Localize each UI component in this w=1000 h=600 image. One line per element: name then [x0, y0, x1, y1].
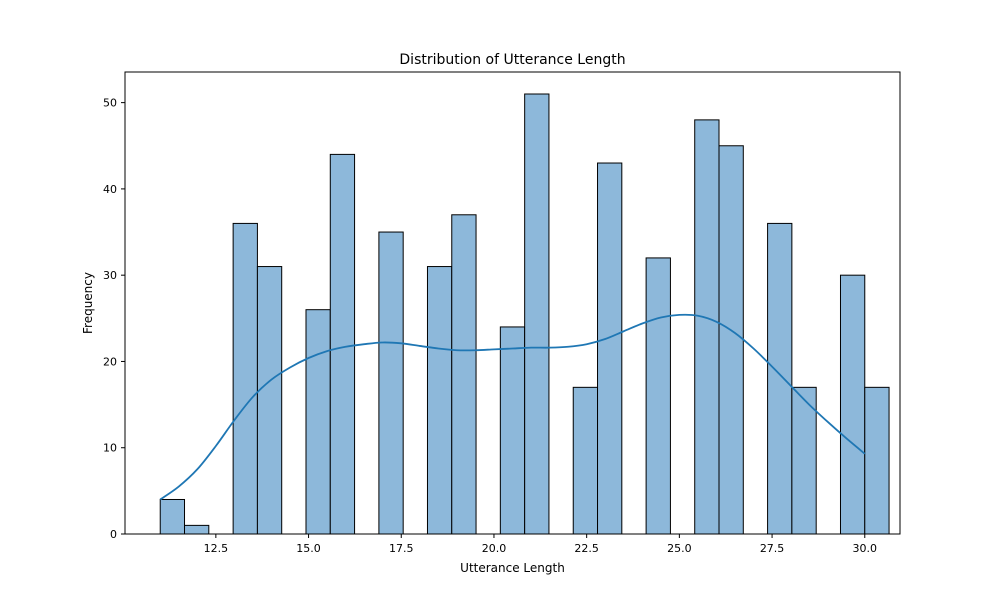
- bars-layer: [159, 93, 890, 535]
- histogram-bar-25: [767, 222, 793, 535]
- histogram-bar-14: [499, 326, 526, 535]
- y-tick-label: 50: [103, 97, 117, 110]
- histogram-bar-12: [451, 214, 477, 535]
- y-axis-ticks: 0 10 20 30 40 50: [103, 97, 125, 541]
- y-tick-label: 20: [103, 355, 117, 368]
- x-tick-label: 17.5: [389, 542, 414, 555]
- histogram-bar-23: [718, 145, 744, 535]
- histogram-bar-28: [839, 274, 866, 535]
- axes-frame: [124, 71, 901, 535]
- histogram-bar-4: [256, 266, 283, 535]
- histogram-bar-1: [184, 524, 210, 535]
- y-tick-label: 30: [103, 269, 117, 282]
- histogram-bar-7: [329, 153, 356, 535]
- x-axis-title: Utterance Length: [460, 561, 565, 575]
- histogram-bar-22: [694, 119, 720, 535]
- histogram-bar-11: [426, 266, 453, 535]
- x-tick-label: 30.0: [853, 542, 878, 555]
- x-axis-ticks: 12.5 15.0 17.5 20.0 22.5 25.0 27.5 30.0: [204, 534, 877, 555]
- x-tick-label: 25.0: [667, 542, 692, 555]
- x-tick-label: 27.5: [760, 542, 785, 555]
- histogram-bar-15: [524, 93, 550, 535]
- chart-title: Distribution of Utterance Length: [399, 52, 625, 68]
- histogram-bar-18: [597, 162, 623, 535]
- histogram-bar-3: [232, 222, 258, 535]
- histogram-bar-0: [159, 498, 186, 535]
- histogram-bar-20: [645, 257, 671, 535]
- x-tick-label: 15.0: [296, 542, 321, 555]
- kde-line: [159, 313, 866, 501]
- histogram-bar-6: [305, 309, 331, 535]
- histogram-bar-29: [864, 386, 890, 535]
- histogram-bar-9: [378, 231, 404, 535]
- x-tick-label: 12.5: [204, 542, 229, 555]
- y-tick-label: 40: [103, 183, 117, 196]
- histogram-bar-26: [791, 386, 817, 535]
- histogram-bar-17: [572, 386, 599, 535]
- x-tick-label: 20.0: [482, 542, 507, 555]
- x-tick-label: 22.5: [574, 542, 599, 555]
- y-tick-label: 10: [103, 442, 117, 455]
- y-tick-label: 0: [110, 528, 117, 541]
- y-axis-title: Frequency: [81, 272, 95, 334]
